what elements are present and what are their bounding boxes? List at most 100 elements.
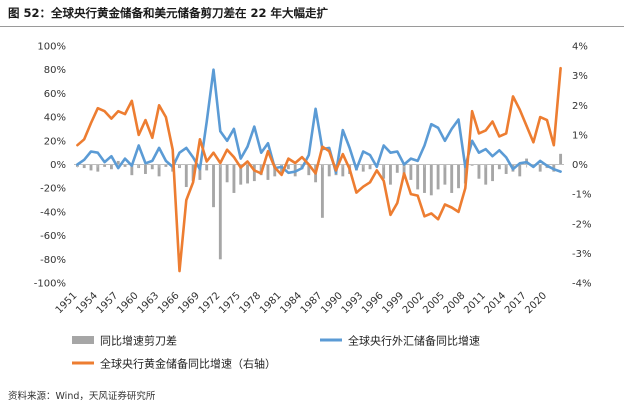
bar-scissors-gap — [389, 164, 392, 185]
bar-scissors-gap — [504, 164, 508, 174]
x-axis-tick-label: 1981 — [258, 290, 284, 316]
bar-scissors-gap — [477, 164, 481, 179]
right-axis-tick-label: 4% — [572, 42, 588, 53]
left-axis-tick-label: -80% — [40, 255, 66, 266]
x-axis-tick-label: 1966 — [156, 290, 182, 316]
bar-scissors-gap — [470, 164, 474, 166]
bar-scissors-gap — [538, 164, 542, 172]
bar-scissors-gap — [239, 164, 243, 185]
bar-scissors-gap — [457, 164, 460, 189]
right-axis-tick-label: 1% — [572, 130, 588, 141]
bar-scissors-gap — [225, 164, 229, 183]
bar-scissors-gap — [266, 164, 270, 180]
x-axis-tick-label: 2014 — [482, 290, 508, 316]
bar-scissors-gap — [416, 164, 420, 190]
bar-scissors-gap — [123, 164, 127, 167]
bar-scissors-gap — [116, 160, 120, 165]
bar-scissors-gap — [232, 164, 236, 193]
right-axis-tick-label: 2% — [572, 101, 588, 112]
bar-scissors-gap — [361, 164, 365, 172]
x-axis-tick-label: 2005 — [421, 290, 447, 316]
bar-scissors-gap — [273, 164, 277, 177]
bar-scissors-gap — [436, 164, 440, 190]
bar-scissors-gap — [130, 164, 134, 176]
bar-scissors-gap — [286, 164, 290, 170]
title-divider — [0, 26, 624, 27]
bar-scissors-gap — [89, 164, 93, 171]
bar-scissors-gap — [82, 164, 86, 169]
bar-scissors-gap — [218, 164, 222, 260]
bar-scissors-gap — [518, 164, 522, 177]
bar-scissors-gap — [409, 164, 413, 180]
bar-scissors-gap — [205, 164, 209, 171]
bar-scissors-gap — [198, 164, 202, 180]
bar-scissors-gap — [443, 164, 447, 185]
left-axis-tick-label: 60% — [44, 89, 66, 100]
bar-scissors-gap — [212, 164, 215, 208]
x-axis-tick-label: 2017 — [503, 290, 529, 316]
x-axis-tick-label: 2011 — [462, 290, 488, 316]
right-axis-tick-label: 0% — [572, 160, 588, 171]
bar-scissors-gap — [423, 164, 426, 193]
bar-scissors-gap — [164, 164, 168, 167]
bar-scissors-gap — [559, 153, 563, 165]
x-axis-tick-label: 1996 — [360, 290, 386, 316]
bar-scissors-gap — [491, 164, 494, 182]
x-axis-tick-label: 2008 — [442, 290, 468, 316]
bar-scissors-gap — [144, 164, 147, 174]
bar-scissors-gap — [320, 164, 324, 218]
bar-scissors-gap — [150, 164, 154, 170]
x-axis-tick-label: 1957 — [95, 290, 121, 316]
x-axis-tick-label: 1975 — [217, 290, 243, 316]
left-axis-tick-label: -100% — [34, 279, 66, 290]
x-axis-tick-label: 1954 — [74, 290, 100, 316]
x-axis-tick-label: 1969 — [176, 290, 202, 316]
legend-item-scissors-gap-swatch — [72, 336, 94, 344]
x-axis-tick-label: 1987 — [299, 290, 325, 316]
bar-scissors-gap — [327, 164, 331, 177]
bar-scissors-gap — [252, 164, 256, 182]
bar-scissors-gap — [341, 164, 345, 177]
left-axis-tick-label: -20% — [40, 184, 66, 195]
chart-title-bar: 图 52：全球央行黄金储备和美元储备剪刀差在 22 年大幅走扩 — [0, 0, 624, 22]
right-axis-tick-label: -3% — [572, 249, 591, 260]
left-axis-tick-label: 0% — [50, 160, 66, 171]
x-axis-tick-label: 1993 — [340, 290, 366, 316]
x-axis-tick-label: 1972 — [197, 290, 223, 316]
bar-scissors-gap — [395, 164, 399, 173]
legend-item-scissors-gap-label: 同比增速剪刀差 — [100, 334, 177, 348]
left-axis-tick-label: 80% — [44, 65, 66, 76]
bar-scissors-gap — [450, 164, 454, 193]
line-gold-reserve-growth — [76, 66, 562, 273]
x-axis-tick-label: 2002 — [401, 290, 427, 316]
x-axis-tick-label: 1978 — [237, 290, 263, 316]
bar-scissors-gap — [103, 164, 107, 167]
bar-scissors-gap — [402, 164, 406, 178]
x-axis-tick-label: 1990 — [319, 290, 345, 316]
source-note: 资料来源：Wind，天风证券研究所 — [8, 391, 156, 402]
x-axis-tick-label: 1984 — [278, 290, 304, 316]
x-axis-tick-label: 1999 — [380, 290, 406, 316]
bar-scissors-gap — [280, 164, 283, 173]
right-axis-tick-label: -4% — [572, 279, 591, 290]
left-axis-tick-label: 100% — [37, 42, 66, 53]
bar-scissors-gap — [191, 164, 195, 182]
x-axis-tick-label: 2020 — [523, 290, 549, 316]
bar-scissors-gap — [484, 164, 488, 185]
right-axis-tick-label: -2% — [572, 219, 591, 230]
bar-scissors-gap — [497, 164, 501, 170]
bar-scissors-gap — [184, 164, 188, 188]
x-axis-tick-label: 1960 — [115, 290, 141, 316]
bar-scissors-gap — [110, 164, 113, 170]
right-axis-tick-label: 3% — [572, 71, 588, 82]
left-axis-tick-label: -60% — [40, 231, 66, 242]
bar-scissors-gap — [157, 164, 161, 177]
right-axis-tick-label: -1% — [572, 190, 591, 201]
legend-item-gold-reserve-label: 全球央行黄金储备同比增速（右轴） — [100, 357, 276, 371]
line-fx-reserve-growth — [76, 68, 562, 175]
left-axis-tick-label: -40% — [40, 207, 66, 218]
left-axis-tick-label: 40% — [44, 113, 66, 124]
x-axis-tick-label: 1951 — [54, 290, 80, 316]
bar-scissors-gap — [368, 164, 372, 170]
